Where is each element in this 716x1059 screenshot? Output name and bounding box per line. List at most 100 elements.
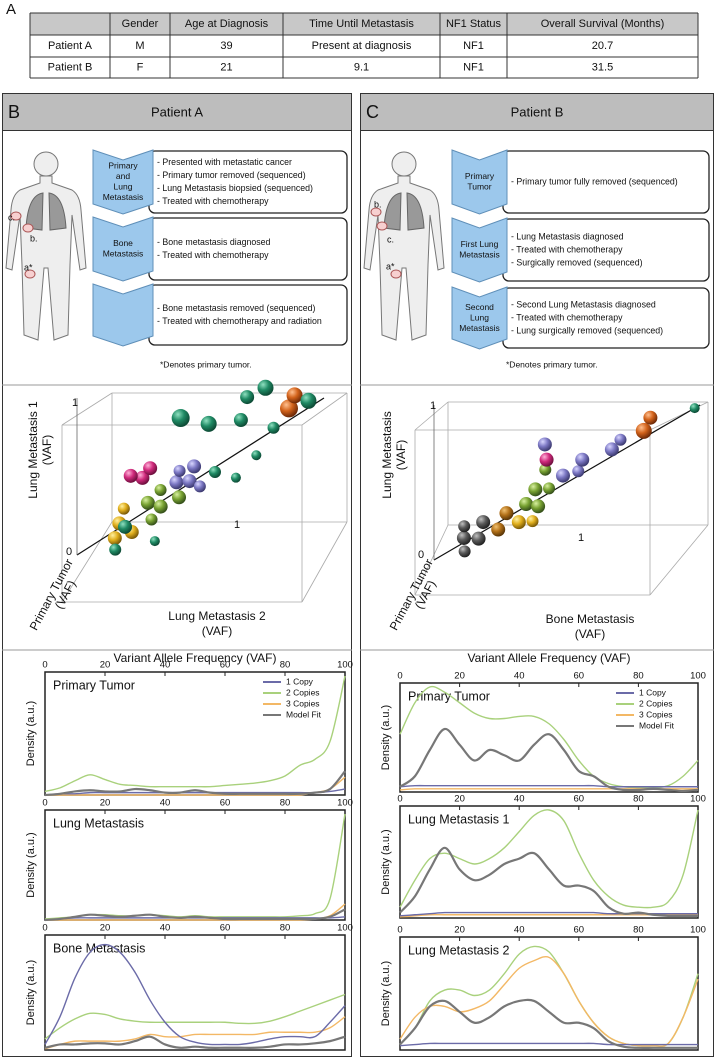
x-tick-label: 100	[337, 660, 353, 671]
model-fit-curve	[399, 998, 698, 1049]
x-tick-label: 80	[633, 794, 644, 805]
density-curve	[44, 943, 346, 1046]
cube-edge	[649, 524, 709, 596]
body-head	[391, 151, 417, 177]
stage-item: - Lung surgically removed (sequenced)	[511, 325, 663, 335]
stage-label: Tumor	[467, 182, 491, 192]
table-cell: Patient B	[48, 61, 93, 73]
stage-label: Lung	[470, 312, 489, 322]
panel-letter: A	[6, 1, 16, 18]
legend-label: 3 Copies	[286, 698, 320, 708]
x-tick-label: 20	[454, 671, 465, 682]
sphere	[140, 495, 155, 510]
stage-label: Metastasis	[103, 249, 144, 259]
x-tick-label: 20	[100, 660, 111, 671]
axis-tick: 1	[578, 532, 584, 544]
y-axis-title: Density (a.u.)	[380, 829, 392, 894]
plot-title: Primary Tumor	[408, 689, 490, 703]
stage-label: Primary	[465, 171, 495, 181]
plot-frame	[399, 682, 699, 793]
timeline-chevron	[451, 286, 508, 350]
body-outline	[5, 175, 87, 341]
tumor-site	[22, 223, 34, 233]
x-tick-label: 40	[160, 923, 171, 934]
axis-tick: 0	[418, 549, 424, 561]
x-tick-label: 60	[574, 925, 585, 936]
stage-item: - Surgically removed (sequenced)	[511, 257, 643, 267]
body-outline	[363, 175, 445, 341]
y-axis-title: Density (a.u.)	[380, 961, 392, 1026]
sphere	[539, 463, 552, 476]
y-axis-title: Density (a.u.)	[25, 960, 37, 1025]
x-tick-label: 40	[514, 925, 525, 936]
sphere	[499, 506, 514, 521]
x-tick-label: 100	[337, 798, 353, 809]
sphere	[267, 421, 280, 434]
panel-letter: B	[8, 102, 20, 122]
tumor-site	[370, 207, 382, 217]
x-tick-label: 0	[42, 660, 47, 671]
x-tick-label: 100	[690, 925, 706, 936]
x-tick-label: 100	[690, 794, 706, 805]
sphere	[182, 474, 197, 489]
sphere	[279, 399, 298, 418]
density-curve	[44, 788, 346, 796]
legend-label: 2 Copies	[286, 687, 320, 697]
model-fit-curve	[399, 846, 698, 918]
sphere	[528, 482, 543, 497]
model-fit-curve	[44, 770, 346, 797]
table-cell: 20.7	[592, 40, 613, 52]
sphere	[233, 413, 248, 428]
legend-label: Model Fit	[286, 709, 322, 719]
cube-edge	[61, 521, 113, 603]
x-axis-title: Variant Allele Frequency (VAF)	[468, 651, 631, 665]
body-label: c.	[8, 212, 15, 222]
model-fit-curve	[399, 727, 699, 793]
table-cell: Patient A	[48, 40, 93, 52]
table-cell: M	[135, 40, 144, 52]
stage-item: - Primary tumor removed (sequenced)	[157, 170, 306, 180]
sphere	[511, 515, 526, 530]
stage-item: - Treated with chemotherapy	[511, 244, 623, 254]
sphere	[643, 410, 658, 425]
legend-label: 3 Copies	[639, 709, 673, 719]
sphere	[117, 502, 130, 515]
sphere	[257, 379, 274, 396]
axis-tick: 1	[430, 400, 436, 412]
table-cell: 9.1	[354, 61, 369, 73]
panel-title: Patient A	[151, 104, 203, 119]
stage-label: and	[116, 171, 130, 181]
sphere	[458, 545, 471, 558]
axis-tick: 0	[66, 546, 72, 558]
density-curve	[45, 776, 346, 796]
x-tick-label: 60	[574, 794, 585, 805]
x-tick-label: 80	[633, 671, 644, 682]
stage-item: - Treated with chemotherapy	[157, 250, 269, 260]
x-tick-label: 20	[454, 794, 465, 805]
sphere	[575, 452, 590, 467]
sphere	[109, 543, 122, 556]
x-tick-label: 40	[160, 798, 171, 809]
x-tick-label: 80	[280, 798, 291, 809]
sphere	[171, 409, 190, 428]
y-axis-title: Density (a.u.)	[25, 701, 37, 766]
timeline-chevron	[92, 149, 154, 215]
legend-label: Model Fit	[639, 720, 675, 730]
stage-label: Metastasis	[459, 250, 500, 260]
x-tick-label: 100	[337, 923, 353, 934]
sphere	[300, 392, 317, 409]
sphere	[635, 422, 652, 439]
x-tick-label: 60	[220, 923, 231, 934]
sphere	[240, 390, 255, 405]
plot-frame	[399, 936, 699, 1051]
table-header: NF1 Status	[446, 18, 502, 30]
body-label: a*	[386, 261, 395, 271]
sphere	[172, 490, 187, 505]
sphere	[208, 466, 221, 479]
x-tick-label: 80	[280, 660, 291, 671]
sphere	[531, 499, 546, 514]
stage-item: - Lung Metastasis diagnosed	[511, 231, 624, 241]
stage-item: - Second Lung Metastasis diagnosed	[511, 299, 656, 309]
